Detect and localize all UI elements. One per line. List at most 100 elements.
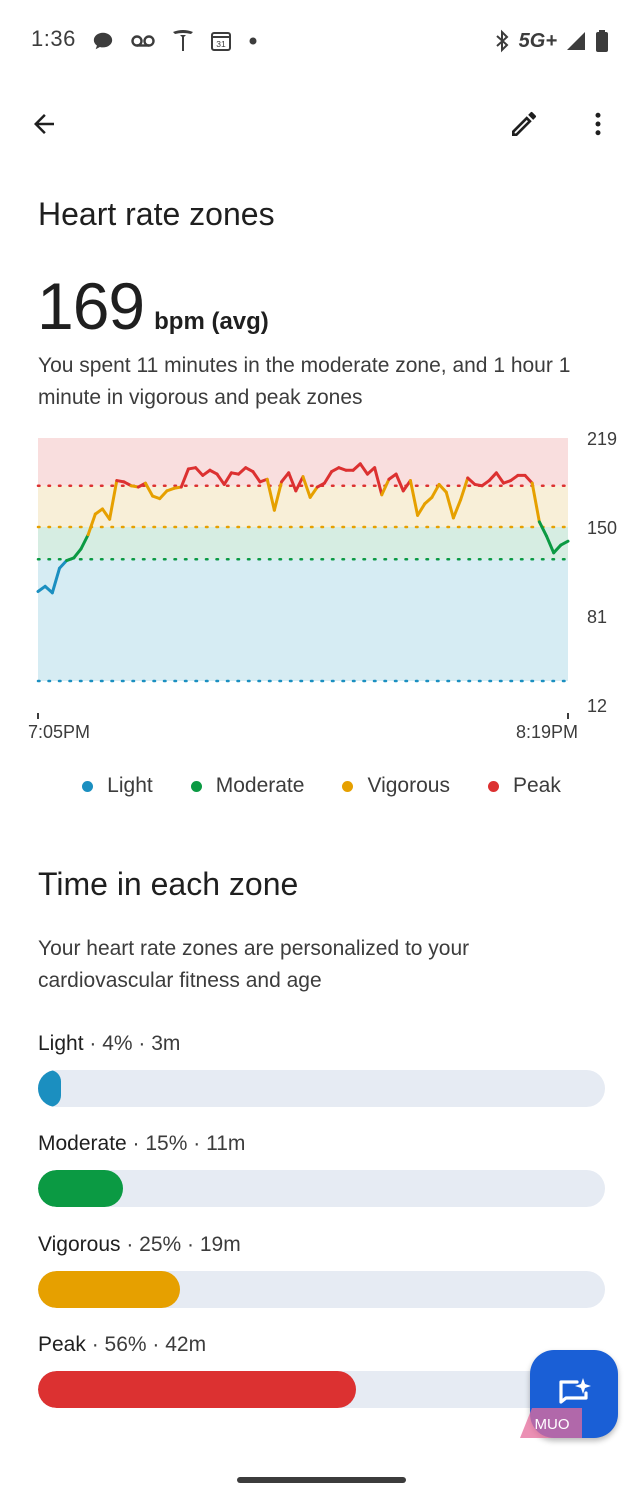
zone-name: Moderate bbox=[38, 1132, 127, 1155]
heart-rate-segment bbox=[272, 480, 284, 512]
heart-rate-segment bbox=[394, 472, 405, 493]
status-notification-icons: 31 bbox=[92, 28, 258, 54]
heart-rate-segment bbox=[158, 489, 169, 501]
arrow-back-icon bbox=[34, 114, 54, 134]
legend-dot-peak bbox=[487, 780, 499, 792]
legend-label-moderate: Moderate bbox=[215, 774, 305, 797]
zone-detail: · 25% · 19m bbox=[120, 1233, 241, 1256]
zone-row-light: Light · 4% · 3m bbox=[38, 1028, 605, 1107]
time-in-zone-description: Your heart rate zones are personalized t… bbox=[38, 937, 470, 992]
zone-progress-track bbox=[38, 1271, 605, 1308]
heart-rate-segment bbox=[215, 472, 226, 486]
heart-rate-segment bbox=[237, 466, 248, 476]
heart-rate-segment bbox=[523, 473, 534, 485]
legend-item-vigorous: Vigorous bbox=[342, 774, 450, 798]
calendar-icon: 31 bbox=[211, 32, 231, 51]
legend-item-peak: Peak bbox=[487, 774, 561, 798]
voicemail-icon bbox=[131, 35, 155, 47]
heart-rate-segment bbox=[416, 502, 427, 517]
status-time: 1:36 bbox=[31, 26, 76, 51]
edit-button[interactable] bbox=[498, 92, 550, 156]
zone-row-vigorous: Vigorous · 25% · 19m bbox=[38, 1229, 605, 1308]
heart-rate-segment bbox=[530, 481, 541, 524]
heart-rate-segment bbox=[265, 477, 276, 512]
legend-dot-moderate bbox=[190, 780, 202, 792]
heart-rate-segment bbox=[287, 471, 298, 493]
legend-dot-vigorous bbox=[342, 780, 354, 792]
heart-rate-segment bbox=[322, 470, 334, 485]
time-in-zone-title: Time in each zone bbox=[38, 866, 299, 902]
more-options-button[interactable] bbox=[572, 92, 624, 156]
y-tick-label: 81 bbox=[587, 607, 607, 627]
heart-rate-segment bbox=[559, 539, 570, 547]
zone-row-peak: Peak · 56% · 42m bbox=[38, 1329, 605, 1408]
heart-rate-segment bbox=[72, 547, 83, 560]
y-tick-label: 150 bbox=[587, 518, 617, 538]
top-app-bar bbox=[0, 92, 643, 156]
zone-detail: · 56% · 42m bbox=[85, 1333, 207, 1356]
heart-rate-segment bbox=[57, 559, 69, 570]
zone-progress-fill bbox=[38, 1170, 124, 1207]
x-tick-label: 7:05PM bbox=[28, 722, 90, 742]
heart-rate-segment bbox=[301, 475, 312, 499]
network-type-label: 5G+ bbox=[518, 29, 557, 52]
heart-rate-segment bbox=[401, 479, 412, 493]
zone-label-vigorous: Vigorous · 25% · 19m bbox=[38, 1229, 605, 1261]
heart-rate-segment bbox=[437, 482, 448, 494]
page-title: Heart rate zones bbox=[38, 196, 275, 232]
legend-item-light: Light bbox=[82, 774, 153, 798]
zone-progress-track bbox=[38, 1070, 605, 1107]
heart-rate-segment bbox=[408, 479, 420, 517]
heart-rate-segment bbox=[380, 477, 391, 497]
pencil-icon bbox=[512, 111, 537, 136]
heart-rate-segment bbox=[222, 471, 233, 486]
y-tick-label: 219 bbox=[587, 429, 617, 449]
zone-progress-track bbox=[38, 1170, 605, 1207]
zone-progress-fill bbox=[38, 1271, 180, 1308]
heart-rate-segment bbox=[86, 512, 97, 537]
heart-rate-segment bbox=[552, 543, 563, 555]
heart-rate-segment bbox=[351, 462, 362, 472]
zone-label-light: Light · 4% · 3m bbox=[38, 1028, 605, 1060]
heart-rate-segment bbox=[294, 475, 305, 493]
heart-rate-segment bbox=[108, 479, 119, 521]
zone-row-moderate: Moderate · 15% · 11m bbox=[38, 1128, 605, 1207]
svg-text:MUO: MUO bbox=[535, 1416, 570, 1433]
zone-detail: · 4% · 3m bbox=[83, 1032, 181, 1055]
legend-label-light: Light bbox=[107, 774, 153, 797]
heart-rate-segment bbox=[494, 471, 506, 485]
zone-progress-fill bbox=[38, 1371, 356, 1408]
zone-label-moderate: Moderate · 15% · 11m bbox=[38, 1128, 605, 1160]
heart-rate-segment bbox=[373, 466, 384, 497]
svg-text:31: 31 bbox=[216, 39, 226, 49]
bluetooth-icon bbox=[495, 29, 509, 53]
light-zone-band bbox=[38, 559, 568, 681]
avg-bpm-unit: bpm (avg) bbox=[154, 308, 269, 335]
zone-progress-track bbox=[38, 1371, 605, 1408]
muo-watermark-logo: MUO bbox=[520, 1408, 582, 1438]
dot-icon bbox=[249, 37, 257, 45]
zone-summary-text: You spent 11 minutes in the moderate zon… bbox=[38, 354, 571, 409]
chat-bubble-icon bbox=[93, 32, 113, 50]
heart-rate-segment bbox=[430, 482, 441, 499]
heart-rate-chart: 219 150 81 12 7:05PM 8:19PM bbox=[28, 429, 617, 742]
heart-rate-segment bbox=[280, 471, 291, 484]
zone-name: Peak bbox=[38, 1333, 86, 1356]
gesture-nav-handle[interactable] bbox=[237, 1477, 406, 1483]
heart-rate-segment bbox=[423, 495, 434, 506]
heart-rate-segment bbox=[444, 490, 455, 520]
heart-rate-segment bbox=[179, 467, 190, 489]
back-button[interactable] bbox=[18, 92, 70, 156]
heart-rate-segment bbox=[459, 476, 470, 502]
zone-progress-fill bbox=[38, 1070, 61, 1107]
heart-rate-segment bbox=[308, 485, 319, 499]
heart-rate-segment bbox=[487, 471, 498, 483]
vigorous-zone-band bbox=[38, 485, 568, 527]
zone-label-peak: Peak · 56% · 42m bbox=[38, 1329, 605, 1361]
zone-name: Light bbox=[38, 1032, 84, 1055]
heart-rate-segment bbox=[79, 533, 90, 551]
x-tick-label: 8:19PM bbox=[516, 722, 578, 742]
chart-legend: Light Moderate Vigorous Peak bbox=[0, 768, 643, 804]
legend-label-vigorous: Vigorous bbox=[367, 774, 450, 797]
status-system-icons: 5G+ bbox=[493, 28, 609, 54]
